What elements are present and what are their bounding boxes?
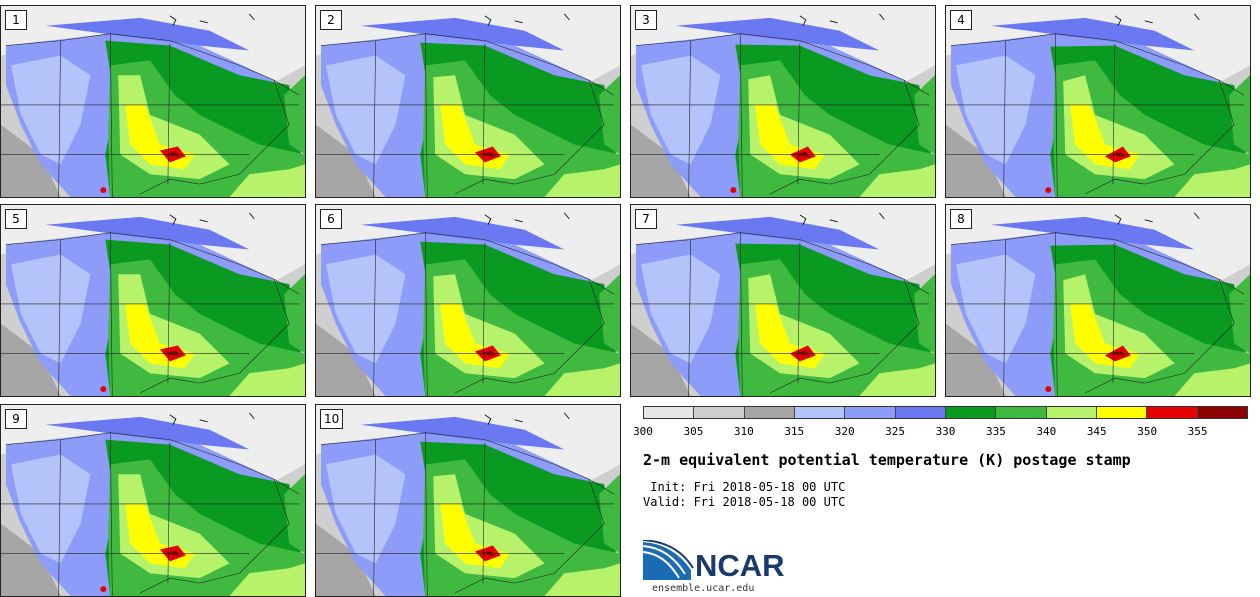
member-number-label: 3 (635, 10, 657, 30)
figure-title: 2-m equivalent potential temperature (K)… (643, 451, 1131, 469)
ensemble-member-map: 7 (630, 204, 936, 397)
colorbar-swatch (1046, 407, 1097, 418)
member-number-label: 8 (950, 209, 972, 229)
ensemble-member-map: 5 (0, 204, 306, 397)
colorbar-tick-label: 345 (1086, 425, 1107, 438)
ncar-logo-icon (643, 540, 694, 580)
member-number-label: 4 (950, 10, 972, 30)
logo-url: ensemble.ucar.edu (652, 583, 755, 594)
member-number-label: 1 (5, 10, 27, 30)
ensemble-member-map: 4 (945, 5, 1251, 198)
ensemble-member-map: 9 (0, 404, 306, 597)
colorbar-swatch (945, 407, 997, 418)
init-time: Init: Fri 2018-05-18 00 UTC (643, 480, 846, 494)
colorbar-swatch (644, 407, 695, 418)
member-number-label: 7 (635, 209, 657, 229)
colorbar-swatch (895, 407, 946, 418)
valid-time: Valid: Fri 2018-05-18 00 UTC (643, 495, 846, 509)
colorbar-swatch (845, 407, 896, 418)
colorbar-swatch (1147, 407, 1198, 418)
colorbar-swatch (1096, 407, 1148, 418)
member-number-label: 10 (320, 409, 344, 429)
ensemble-member-map: 8 (945, 204, 1251, 397)
ensemble-member-map: 3 (630, 5, 936, 198)
colorbar-swatch (694, 407, 745, 418)
colorbar-tick-label: 300 (633, 425, 653, 438)
colorbar-swatch (794, 407, 846, 418)
colorbar-tick-label: 305 (683, 425, 704, 438)
colorbar-tick-label: 355 (1187, 425, 1208, 438)
member-number-label: 6 (320, 209, 342, 229)
colorbar-tick-label: 325 (885, 425, 906, 438)
colorbar-tick-label: 350 (1137, 425, 1158, 438)
colorbar-tick-label: 320 (834, 425, 855, 438)
ensemble-member-map: 6 (315, 204, 621, 397)
member-number-label: 2 (320, 10, 342, 30)
member-number-label: 9 (5, 409, 27, 429)
logo-text: NCAR (695, 548, 785, 583)
colorbar-tick-label: 340 (1036, 425, 1057, 438)
member-number-label: 5 (5, 209, 27, 229)
ensemble-member-map: 10 (315, 404, 621, 597)
colorbar (643, 406, 1248, 419)
colorbar-swatch (1197, 407, 1247, 418)
colorbar-tick-label: 330 (935, 425, 956, 438)
ensemble-member-map: 1 (0, 5, 306, 198)
colorbar-tick-label: 315 (784, 425, 805, 438)
ensemble-member-map: 2 (315, 5, 621, 198)
colorbar-swatch (744, 407, 795, 418)
colorbar-swatch (996, 407, 1047, 418)
colorbar-tick-label: 310 (733, 425, 754, 438)
colorbar-tick-label: 335 (985, 425, 1006, 438)
